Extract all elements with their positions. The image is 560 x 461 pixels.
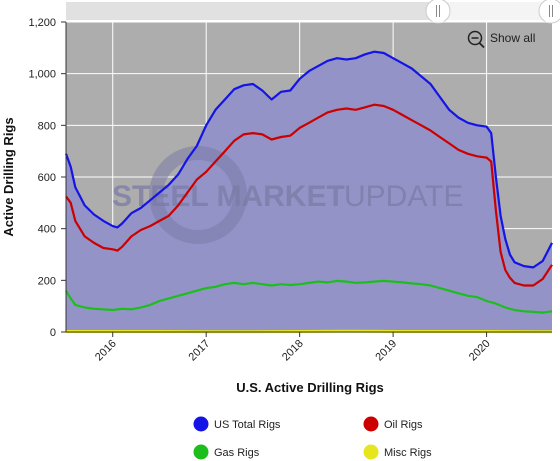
show-all-label: Show all (490, 31, 535, 45)
navigator-selection[interactable] (440, 2, 552, 20)
watermark-text-bold: STEEL MARKET (112, 180, 345, 213)
y-tick-label: 0 (50, 327, 56, 339)
y-tick-label: 1,000 (28, 69, 56, 81)
legend-item-total[interactable]: US Total Rigs (193, 416, 281, 432)
watermark-text-light: UPDATE (344, 180, 463, 213)
zoom-out-icon-handle (478, 42, 485, 49)
legend-marker-gas (193, 444, 209, 460)
y-axis-ticks: 0 200 400 600 800 1,000 1,200 (28, 17, 66, 339)
legend-item-gas[interactable]: Gas Rigs (193, 444, 260, 460)
navigator-handle-left[interactable] (425, 0, 451, 24)
watermark-logo: STEEL MARKET UPDATE (112, 146, 463, 244)
y-tick-label: 1,200 (28, 17, 56, 29)
total-rigs-area (66, 51, 552, 332)
legend-marker-oil (363, 416, 379, 432)
legend-item-oil[interactable]: Oil Rigs (363, 416, 424, 432)
legend-marker-misc (363, 444, 379, 460)
legend-label-gas: Gas Rigs (214, 447, 260, 459)
y-tick-label: 200 (38, 275, 56, 287)
show-all-button[interactable]: Show all (467, 30, 536, 49)
legend-label-total: US Total Rigs (214, 419, 281, 431)
y-tick-label: 800 (38, 120, 56, 132)
legend: US Total Rigs Oil Rigs Gas Rigs Misc Rig… (193, 416, 433, 460)
legend-label-oil: Oil Rigs (384, 419, 423, 431)
y-axis-title: Active Drilling Rigs (1, 117, 16, 236)
x-tick-label: 2016 (93, 338, 119, 364)
legend-item-misc[interactable]: Misc Rigs (363, 444, 433, 460)
x-tick-label: 2019 (373, 338, 399, 364)
zoom-out-icon (467, 30, 483, 46)
legend-label-misc: Misc Rigs (384, 447, 432, 459)
x-axis-ticks: 2016 2017 2018 2019 2020 (93, 332, 493, 363)
series-line-total (64, 50, 553, 269)
x-axis-title: U.S. Active Drilling Rigs (236, 380, 384, 395)
y-tick-label: 600 (38, 172, 56, 184)
x-tick-label: 2018 (280, 338, 306, 364)
series-line-gas (65, 279, 553, 314)
navigator-handle-right[interactable] (538, 0, 560, 24)
y-tick-label: 400 (38, 224, 56, 236)
x-tick-label: 2017 (187, 338, 213, 364)
legend-marker-total (193, 416, 209, 432)
x-tick-label: 2020 (467, 338, 493, 364)
series-line-oil (65, 103, 553, 287)
